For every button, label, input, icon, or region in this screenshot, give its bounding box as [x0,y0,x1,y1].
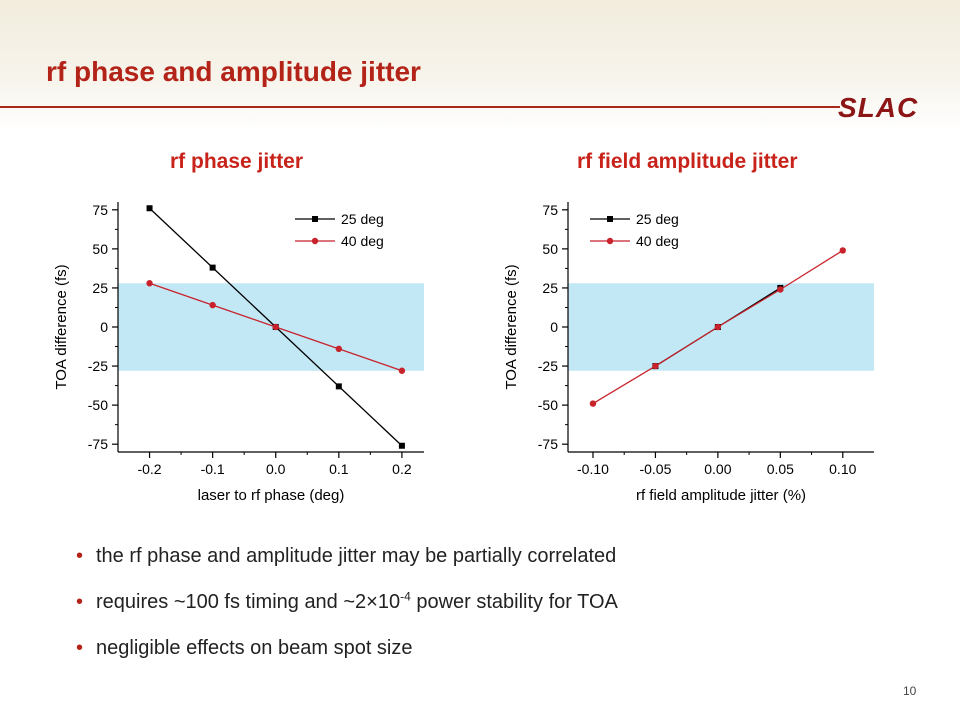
legend-label: 25 deg [341,211,384,227]
x-tick-label: 0.05 [767,461,794,477]
data-point-square [335,383,342,390]
amplitude-jitter-chart: 75 50 25 0 -25 -50 -75 -0.10 -0.05 0.00 0.05 0.10 rf… [503,202,874,504]
header-rule [0,106,840,108]
y-tick-label: 50 [92,241,108,257]
chart-title-phase-jitter: rf phase jitter [170,150,304,173]
x-axis-label: rf field amplitude jitter (%) [636,487,806,504]
legend-label: 40 deg [636,233,679,249]
legend-entry: 40 deg [590,233,679,249]
bullet-text: the rf phase and amplitude jitter may be… [96,545,617,567]
x-tick-label: 0.1 [329,461,349,477]
bullet-requirements: • requires ~100 fs timing and ~2×10-4 po… [76,586,618,632]
bullet-text: negligible effects on beam spot size [96,637,413,659]
y-tick-label: -50 [88,397,108,413]
x-tick-label: -0.1 [201,461,225,477]
legend-entry: 25 deg [590,211,679,227]
x-tick-label: 0.00 [704,461,731,477]
data-point-square [146,205,153,212]
y-tick-label: -75 [88,436,108,452]
y-tick-label: -50 [538,397,558,413]
page-number: 10 [903,684,917,698]
legend-entry: 40 deg [295,233,384,249]
bullet-text-tail: power stability for TOA [410,591,618,613]
slide-title: rf phase and amplitude jitter [46,56,421,87]
header-band [0,0,960,132]
y-tick-label: 0 [100,319,108,335]
y-tick-label: 50 [542,241,558,257]
legend-label: 25 deg [636,211,679,227]
bullet-exponent: -4 [400,589,411,604]
x-tick-label: -0.10 [577,461,609,477]
data-point-circle [589,400,597,407]
data-point-circle [777,286,784,293]
y-tick-label: -25 [538,358,558,374]
y-tick-label: -75 [538,436,558,452]
data-point-square [209,264,216,271]
legend-marker-square [607,216,613,222]
legend-label: 40 deg [341,233,384,249]
data-point-circle [335,345,343,353]
tolerance-band [118,283,424,371]
chart-title-amplitude-jitter: rf field amplitude jitter [577,150,798,173]
data-point-circle [714,323,722,331]
x-tick-label: -0.05 [639,461,671,477]
y-tick-label: 25 [542,280,558,296]
y-tick-label: -25 [88,358,108,374]
x-tick-label: -0.2 [137,461,161,477]
bullet-dot-icon: • [76,637,84,659]
y-tick-label: 0 [550,319,558,335]
legend-marker-circle [606,237,614,245]
x-tick-label: 0.10 [829,461,856,477]
data-point-circle [146,280,153,287]
y-axis-label: TOA difference (fs) [503,264,520,389]
legend-marker-square [312,216,318,222]
bullet-dot-icon: • [76,591,84,613]
data-point-circle [209,301,216,309]
data-point-circle [652,362,659,370]
y-tick-label: 75 [542,202,558,218]
legend-entry: 25 deg [295,211,384,227]
bullet-spot-size: • negligible effects on beam spot size [76,632,618,678]
phase-jitter-chart: 75 50 25 0 -25 -50 -75 -0.2 -0.1 0.0 0.1 0.2 laser t… [53,202,424,504]
bullet-dot-icon: • [76,545,84,567]
data-point-circle [398,367,406,374]
data-point-square [398,442,405,449]
bullet-text: requires ~100 fs timing and ~2×10 [96,591,401,613]
y-tick-label: 25 [92,280,108,296]
data-point-circle [839,247,846,254]
bullet-list: • the rf phase and amplitude jitter may … [76,540,618,678]
x-tick-label: 0.2 [392,461,412,477]
x-tick-label: 0.0 [266,461,286,477]
legend-marker-circle [311,237,319,245]
bullet-correlation: • the rf phase and amplitude jitter may … [76,540,618,586]
y-tick-label: 75 [92,202,108,218]
slac-logo: SLAC [838,92,919,123]
data-point-circle [272,323,279,331]
y-axis-label: TOA difference (fs) [53,264,70,389]
x-axis-label: laser to rf phase (deg) [198,487,345,504]
